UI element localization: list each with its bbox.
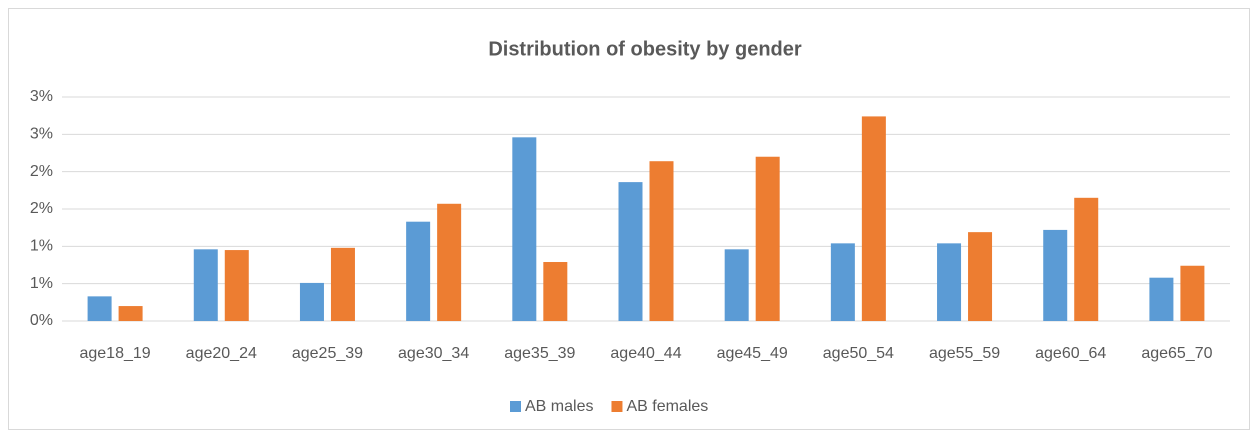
x-tick-label: age30_34: [398, 345, 469, 362]
bar: [543, 262, 568, 321]
x-tick-label: age60_64: [1035, 345, 1106, 362]
bar: [406, 221, 431, 321]
x-tick-label: age35_39: [504, 345, 575, 362]
y-tick-label: 1%: [30, 238, 53, 255]
legend-label: AB males: [525, 398, 593, 415]
bar: [618, 182, 643, 321]
bar: [512, 137, 537, 321]
bar: [649, 161, 674, 321]
x-tick-label: age55_59: [929, 345, 1000, 362]
legend-swatch: [611, 401, 623, 412]
x-tick-label: age65_70: [1141, 345, 1212, 362]
bar: [224, 250, 249, 321]
y-tick-label: 3%: [30, 126, 53, 143]
y-tick-label: 0%: [30, 312, 53, 329]
x-tick-label: age50_54: [823, 345, 894, 362]
bar: [193, 249, 218, 321]
bar: [755, 156, 780, 321]
x-tick-label: age40_44: [610, 345, 681, 362]
legend-label: AB females: [626, 398, 708, 415]
x-tick-label: age20_24: [186, 345, 257, 362]
bar: [1180, 265, 1205, 321]
legend-swatch: [510, 401, 521, 412]
x-tick-label: age25_39: [292, 345, 363, 362]
y-tick-label: 3%: [30, 88, 53, 105]
bar: [87, 296, 112, 321]
bar: [937, 243, 962, 321]
x-tick-label: age45_49: [717, 345, 788, 362]
bar: [1074, 197, 1099, 321]
bar: [1149, 277, 1174, 321]
y-tick-label: 2%: [30, 200, 53, 217]
bar: [118, 306, 143, 321]
y-tick-label: 1%: [30, 275, 53, 292]
bar: [299, 282, 324, 321]
bar: [724, 249, 749, 321]
bar: [830, 243, 855, 321]
bar: [1043, 229, 1068, 321]
bar: [330, 247, 355, 321]
bar: [437, 203, 462, 321]
chart-title: Distribution of obesity by gender: [488, 38, 802, 60]
bar: [968, 232, 993, 321]
bar: [861, 116, 886, 321]
x-tick-label: age18_19: [79, 345, 150, 362]
y-tick-label: 2%: [30, 163, 53, 180]
